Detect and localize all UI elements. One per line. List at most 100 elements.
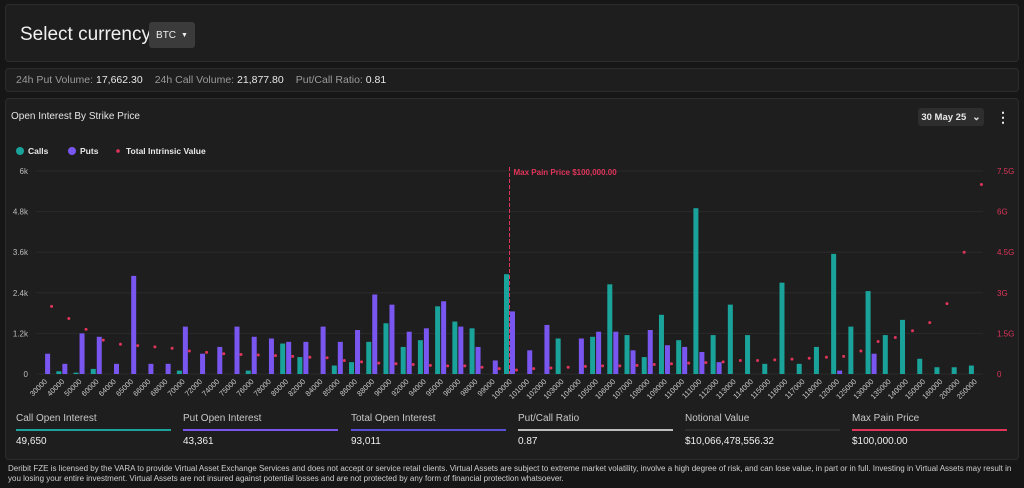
x-tick-label: 50000 <box>62 377 83 398</box>
call-bar <box>73 372 79 374</box>
x-tick-label: 96000 <box>441 377 462 398</box>
call-bar <box>641 357 647 374</box>
intrinsic-point <box>273 354 277 358</box>
put-volume-stat: 24h Put Volume: 17,662.30 <box>16 74 143 86</box>
intrinsic-point <box>118 342 122 346</box>
put-bar <box>527 350 533 374</box>
x-tick-label: 68000 <box>148 377 169 398</box>
x-tick-label: 88000 <box>355 377 376 398</box>
x-tick-label: 80000 <box>269 377 290 398</box>
intrinsic-point <box>601 364 605 368</box>
put-call-ratio-stat: Put/Call Ratio: 0.81 <box>295 74 387 86</box>
put-bar <box>406 331 412 374</box>
put-bar <box>182 326 188 374</box>
intrinsic-point <box>377 361 381 365</box>
put-bar <box>475 346 481 374</box>
y-left-tick: 3.6k <box>13 248 29 257</box>
call-bar <box>383 323 389 374</box>
put-bar <box>96 336 102 374</box>
call-bar <box>831 253 837 374</box>
call-bar <box>400 346 406 374</box>
call-bar <box>452 321 458 374</box>
call-bar <box>745 335 751 374</box>
call-bar <box>727 304 733 374</box>
intrinsic-point <box>187 349 191 353</box>
call-bar <box>349 362 355 374</box>
intrinsic-point <box>928 321 932 325</box>
put-bar <box>578 338 584 374</box>
intrinsic-point <box>773 358 777 362</box>
x-tick-label: 86000 <box>338 377 359 398</box>
put-bar <box>268 338 274 374</box>
intrinsic-point <box>256 353 260 357</box>
put-bar <box>165 363 171 374</box>
intrinsic-point <box>222 352 226 356</box>
call-bar <box>366 341 372 374</box>
intrinsic-point <box>721 360 725 364</box>
call-bar <box>435 306 441 374</box>
y-left-tick: 1.2k <box>13 329 29 338</box>
call-bar <box>417 340 423 374</box>
currency-value: BTC <box>156 29 177 41</box>
x-tick-label: 30000 <box>28 377 49 398</box>
intrinsic-point <box>893 335 897 339</box>
call-bar <box>917 358 923 374</box>
intrinsic-point <box>756 358 760 362</box>
put-bar <box>131 275 137 374</box>
call-bar <box>968 365 974 374</box>
intrinsic-point <box>480 365 484 369</box>
y-right-tick: 4.5G <box>997 248 1014 257</box>
chevron-down-icon: ⌄ <box>972 111 981 123</box>
intrinsic-point <box>360 360 364 364</box>
open-interest-panel: 0 1.2k 2.4k 3.6k 4.8k 6k 0 1.5G 3G 4.5G 6G 7.5G Call… <box>5 98 1019 460</box>
put-bar <box>630 350 636 374</box>
intrinsic-point <box>497 367 501 371</box>
y-right-tick: 0 <box>997 370 1002 379</box>
x-tick-label: 95000 <box>424 377 445 398</box>
call-bar <box>796 363 802 374</box>
call-bar <box>848 326 854 374</box>
more-options-icon[interactable]: ⋮ <box>996 109 1010 125</box>
intrinsic-point <box>687 361 691 365</box>
volume-stats-bar: 24h Put Volume: 17,662.30 24h Call Volum… <box>5 68 1019 92</box>
summary-put-open-interest: Put Open Interest 43,361 <box>183 413 338 447</box>
x-tick-label: 76000 <box>235 377 256 398</box>
call-bar <box>90 368 96 374</box>
call-bar <box>676 340 682 374</box>
call-bar <box>693 208 699 374</box>
summary-max-pain-price: Max Pain Price $100,000.00 <box>852 413 1007 447</box>
put-bar <box>596 331 602 374</box>
open-interest-chart: 0 1.2k 2.4k 3.6k 4.8k 6k 0 1.5G 3G 4.5G 6G 7.5G Call… <box>13 146 1014 399</box>
put-bar <box>372 294 378 374</box>
intrinsic-point <box>446 364 450 368</box>
call-volume-stat: 24h Call Volume: 21,877.80 <box>154 74 284 86</box>
call-bar <box>813 346 819 374</box>
call-bar <box>624 335 630 374</box>
x-tick-label: 60000 <box>80 377 101 398</box>
x-tick-label: 75000 <box>217 377 238 398</box>
put-bar <box>200 353 206 374</box>
expiry-select[interactable]: 30 May 25 ⌄ <box>918 108 984 126</box>
intrinsic-point <box>205 350 209 354</box>
put-bar <box>79 333 85 374</box>
x-tick-label: 70000 <box>166 377 187 398</box>
intrinsic-point <box>945 302 949 306</box>
currency-panel: Select currency: BTC ▼ <box>5 4 1019 62</box>
put-bar <box>441 301 447 374</box>
call-bar <box>590 336 596 374</box>
x-tick-label: 64000 <box>97 377 118 398</box>
call-bar <box>469 328 475 374</box>
y-left-tick: 0 <box>24 370 29 379</box>
x-tick-label: 84000 <box>303 377 324 398</box>
currency-select[interactable]: BTC ▼ <box>149 22 195 48</box>
intrinsic-point <box>463 364 467 368</box>
put-bar <box>320 326 326 374</box>
y-left-tick: 6k <box>20 167 29 176</box>
x-tick-label: 94000 <box>407 377 428 398</box>
max-pain-label: Max Pain Price $100,000.00 <box>514 168 618 177</box>
intrinsic-point <box>618 364 622 368</box>
intrinsic-point <box>50 304 54 308</box>
intrinsic-point <box>911 329 915 333</box>
put-bar <box>234 326 240 374</box>
intrinsic-point <box>635 363 639 367</box>
